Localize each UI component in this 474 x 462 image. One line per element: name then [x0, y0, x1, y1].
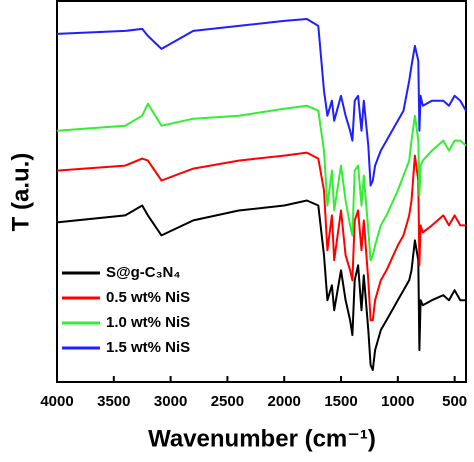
plot-frame: [56, 0, 467, 383]
x-tick-label: 2500: [211, 393, 244, 410]
legend-text: 0.5 wt% NiS: [106, 289, 190, 306]
x-tick-label: 500: [442, 393, 467, 410]
series-line: [56, 151, 466, 322]
legend-text: 1.0 wt% NiS: [106, 314, 190, 331]
x-axis-title: Wavenumber (cm⁻¹): [148, 425, 376, 452]
x-tick-label: 2000: [268, 393, 301, 410]
x-tick-label: 4000: [40, 393, 73, 410]
series-line: [56, 102, 467, 262]
x-tick-label: 3000: [154, 393, 187, 410]
y-axis-title: T (a.u.): [7, 153, 34, 232]
x-tick-label: 1000: [381, 393, 414, 410]
series-line: [56, 199, 466, 371]
legend-text: 1.5 wt% NiS: [106, 339, 190, 356]
x-tick-label: 1500: [324, 393, 357, 410]
x-tick-label: 3500: [97, 393, 130, 410]
legend-text: S@g-C₃N₄: [106, 264, 181, 281]
series-line: [56, 18, 467, 187]
